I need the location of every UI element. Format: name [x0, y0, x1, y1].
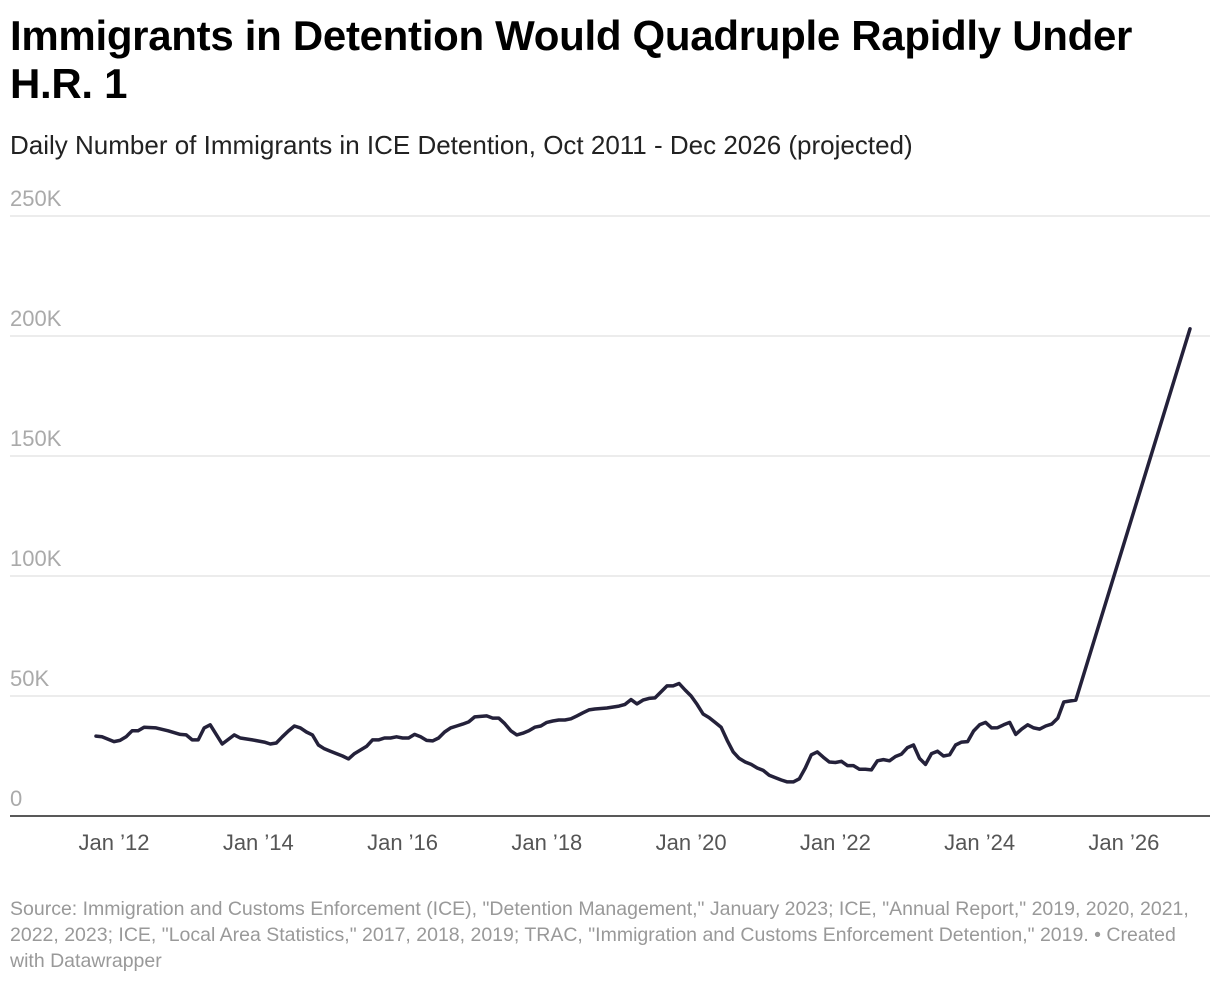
x-tick-label: Jan ’22 — [800, 830, 871, 855]
x-tick-label: Jan ’16 — [367, 830, 438, 855]
y-tick-label: 200K — [10, 306, 62, 331]
y-tick-label: 100K — [10, 546, 62, 571]
chart-title: Immigrants in Detention Would Quadruple … — [10, 12, 1133, 107]
y-tick-label: 0 — [10, 786, 22, 811]
x-tick-label: Jan ’24 — [944, 830, 1015, 855]
y-tick-label: 150K — [10, 426, 62, 451]
y-tick-label: 50K — [10, 666, 49, 691]
x-tick-label: Jan ’18 — [511, 830, 582, 855]
y-tick-label: 250K — [10, 186, 62, 211]
source-note: Source: Immigration and Customs Enforcem… — [10, 898, 1189, 972]
x-tick-label: Jan ’14 — [223, 830, 294, 855]
line — [94, 327, 1192, 784]
chart-subtitle: Daily Number of Immigrants in ICE Detent… — [10, 130, 913, 160]
x-tick-label: Jan ’12 — [79, 830, 150, 855]
x-tick-label: Jan ’20 — [656, 830, 727, 855]
x-tick-label: Jan ’26 — [1088, 830, 1159, 855]
